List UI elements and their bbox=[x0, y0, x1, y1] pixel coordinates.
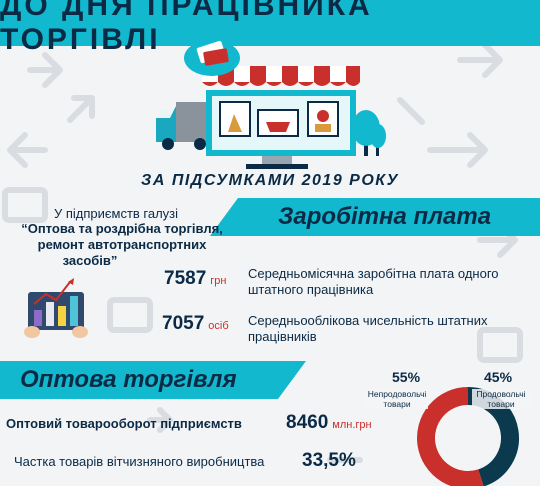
industry-name-line3: засобів” bbox=[62, 253, 118, 268]
employees-metric: 7057 осіб bbox=[162, 313, 229, 335]
salary-unit: грн bbox=[210, 275, 227, 287]
domestic-share-value: 33,5% bbox=[302, 450, 356, 471]
turnover-value: 8460 bbox=[286, 412, 329, 433]
salary-description: Середньомісячна заробітна плата одного ш… bbox=[248, 266, 499, 298]
employees-desc-line1: Середньооблікова чисельність штатних bbox=[248, 313, 488, 328]
wholesale-section-title: Оптова торгівля bbox=[20, 366, 237, 393]
industry-name-line2: ремонт автотранспортних bbox=[37, 237, 207, 252]
domestic-share-label: Частка товарів вітчизняного виробництва bbox=[14, 454, 265, 469]
employees-description: Середньооблікова чисельність штатних пра… bbox=[248, 313, 487, 345]
salary-value: 7587 bbox=[164, 268, 207, 289]
turnover-label: Оптовий товарооборот підприємств bbox=[6, 416, 242, 431]
title-banner: ДО ДНЯ ПРАЦІВНИКА ТОРГІВЛІ bbox=[0, 0, 540, 56]
employees-desc-line2: працівників bbox=[248, 329, 317, 344]
salary-desc-line1: Середньомісячна заробітна плата одного bbox=[248, 266, 499, 281]
subtitle: ЗА ПІДСУМКАМИ 2019 РОКУ bbox=[141, 172, 399, 189]
wholesale-section-banner: Оптова торгівля bbox=[0, 361, 306, 399]
slice-nonfood-goods bbox=[417, 387, 484, 486]
page-title: ДО ДНЯ ПРАЦІВНИКА ТОРГІВЛІ bbox=[0, 0, 373, 56]
industry-name-line1: “Оптова та роздрібна торгівля, bbox=[21, 221, 223, 236]
store-illustration bbox=[156, 40, 386, 169]
slice-label-nonfood-percent: 55% bbox=[392, 369, 421, 385]
salary-section-banner: Заробітна плата bbox=[210, 198, 540, 236]
legend-food-goods: Продовольчі товари bbox=[472, 389, 530, 409]
bar-chart-icon bbox=[24, 278, 88, 338]
turnover-unit: млн.грн bbox=[332, 419, 372, 431]
domestic-share-metric: 33,5% bbox=[302, 450, 356, 472]
employees-unit: осіб bbox=[208, 320, 229, 332]
salary-section-title: Заробітна плата bbox=[278, 203, 492, 230]
industry-intro: У підприємств галузі bbox=[53, 206, 179, 221]
slice-label-food-percent: 45% bbox=[484, 369, 513, 385]
employees-value: 7057 bbox=[162, 313, 205, 334]
salary-desc-line2: штатного працівника bbox=[248, 282, 374, 297]
turnover-metric: 8460 млн.грн bbox=[286, 412, 372, 434]
industry-name: “Оптова та роздрібна торгівля, ремонт ав… bbox=[4, 221, 240, 269]
legend-nonfood-goods: Непродовольчі товари bbox=[366, 389, 428, 409]
salary-metric: 7587 грн bbox=[164, 268, 227, 290]
